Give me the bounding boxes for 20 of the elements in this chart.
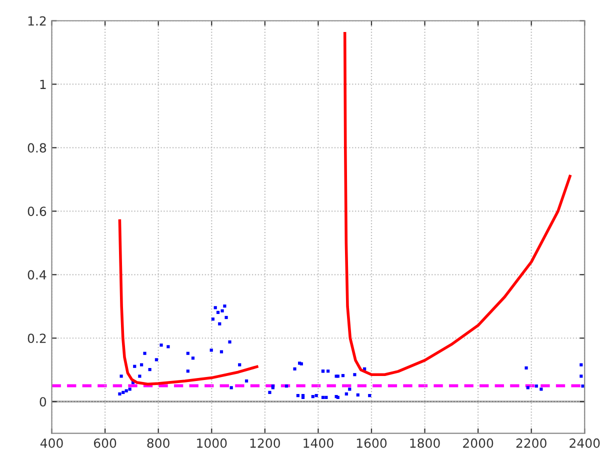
y-tick-label: 0.6: [28, 206, 46, 216]
x-tick-label: 1000: [197, 438, 227, 448]
x-tick-label: 2200: [516, 438, 546, 448]
y-tick-label: 0.2: [28, 334, 46, 344]
y-tick-label: 1: [40, 80, 46, 89]
y-tick-label: 0: [40, 397, 46, 407]
y-tick-label: 1.2: [28, 16, 46, 26]
x-tick-label: 1400: [304, 438, 334, 448]
y-tick-label: 0.8: [28, 143, 46, 153]
x-tick-label: 1600: [356, 438, 387, 448]
x-tick-label: 600: [94, 438, 116, 448]
x-tick-label: 400: [40, 438, 63, 448]
x-tick-label: 1200: [250, 438, 280, 448]
line-series: [118, 219, 258, 386]
y-tick-label: 0.4: [28, 270, 46, 280]
line-series: [343, 32, 572, 376]
x-tick-label: 800: [147, 438, 170, 448]
x-tick-label: 1800: [410, 438, 440, 448]
x-tick-label: 2000: [463, 438, 494, 448]
x-tick-label: 2400: [570, 438, 600, 448]
